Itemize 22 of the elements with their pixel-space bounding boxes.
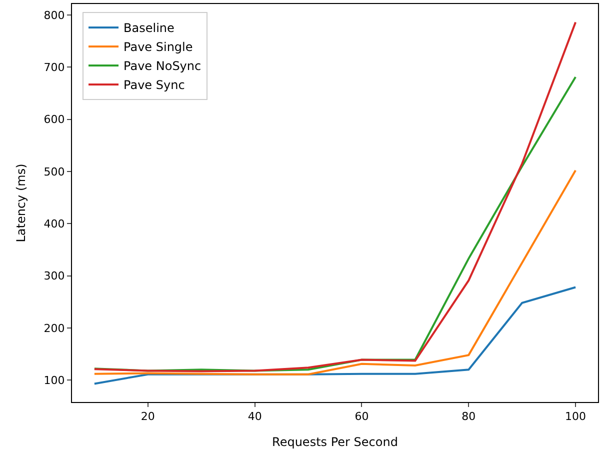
x-tick-label: 40: [248, 410, 262, 424]
legend-label: Baseline: [124, 21, 174, 36]
y-axis-title: Latency (ms): [14, 164, 28, 242]
y-tick-label: 200: [44, 322, 65, 335]
y-tick-label: 300: [44, 270, 65, 283]
y-tick-label: 600: [44, 113, 65, 126]
x-tick-label: 60: [354, 410, 369, 424]
x-axis-title: Requests Per Second: [272, 435, 398, 450]
y-tick-label: 400: [44, 217, 65, 230]
line-series: [93, 169, 577, 376]
x-tick-label: 20: [140, 410, 155, 424]
y-tick-label: 700: [44, 60, 65, 74]
y-tick-label: 500: [44, 165, 65, 178]
legend-label: Pave NoSync: [124, 59, 202, 74]
legend-label: Pave Sync: [124, 78, 185, 92]
legend-label: Pave Single: [124, 40, 193, 54]
x-tick-label: 80: [462, 410, 476, 424]
y-tick-label: 100: [44, 374, 65, 387]
line-series: [93, 76, 577, 372]
y-tick-label: 800: [44, 8, 65, 22]
x-tick-label: 100: [565, 410, 586, 424]
line-series: [93, 21, 577, 372]
